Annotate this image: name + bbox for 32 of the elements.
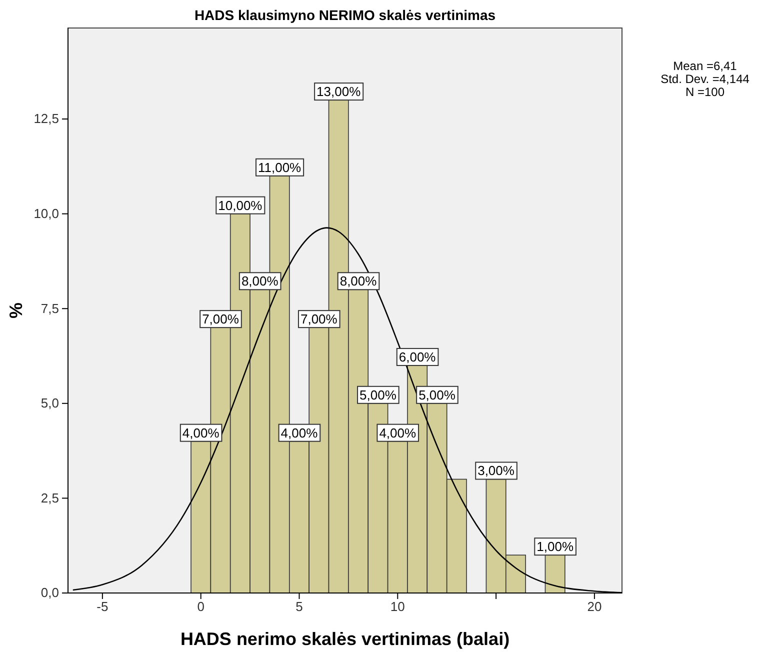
x-tick-label: -5 xyxy=(96,599,108,614)
y-axis-title: % xyxy=(6,302,26,319)
data-label: 8,00% xyxy=(241,274,279,289)
y-tick-label: 0,0 xyxy=(40,585,59,600)
y-tick-label: 2,5 xyxy=(40,490,59,506)
data-label: 13,00% xyxy=(316,84,362,100)
x-tick-label: 20 xyxy=(587,599,602,614)
chart-title: HADS klausimyno NERIMO skalės vertinimas xyxy=(194,7,496,23)
data-label: 4,00% xyxy=(379,425,417,440)
data-label: 10,00% xyxy=(218,198,263,213)
y-tick-label: 7,5 xyxy=(40,300,59,316)
x-tick-label: 5 xyxy=(296,599,303,614)
y-tick-label: 5,0 xyxy=(40,396,59,411)
data-label: 4,00% xyxy=(182,425,220,440)
data-label: 11,00% xyxy=(258,160,302,175)
x-tick-label: 10 xyxy=(390,599,405,614)
data-label: 1,00% xyxy=(536,539,574,554)
data-label: 7,00% xyxy=(202,312,240,327)
data-label: 4,00% xyxy=(280,425,318,440)
data-label: 6,00% xyxy=(398,349,436,364)
y-tick-label: 12,5 xyxy=(34,111,59,126)
x-tick-label: 0 xyxy=(197,599,204,614)
data-label: 5,00% xyxy=(418,387,456,402)
text: N =100 xyxy=(685,85,725,99)
data-label: 7,00% xyxy=(300,312,338,327)
data-label: 5,00% xyxy=(360,387,397,402)
y-tick-label: 10,0 xyxy=(34,206,59,221)
text: Mean =6,41 xyxy=(673,59,738,73)
data-label: 8,00% xyxy=(340,274,378,289)
x-axis-title: HADS nerimo skalės vertinimas (balai) xyxy=(180,629,510,649)
text: Std. Dev. =4,144 xyxy=(660,72,750,86)
data-label: 3,00% xyxy=(478,463,515,478)
